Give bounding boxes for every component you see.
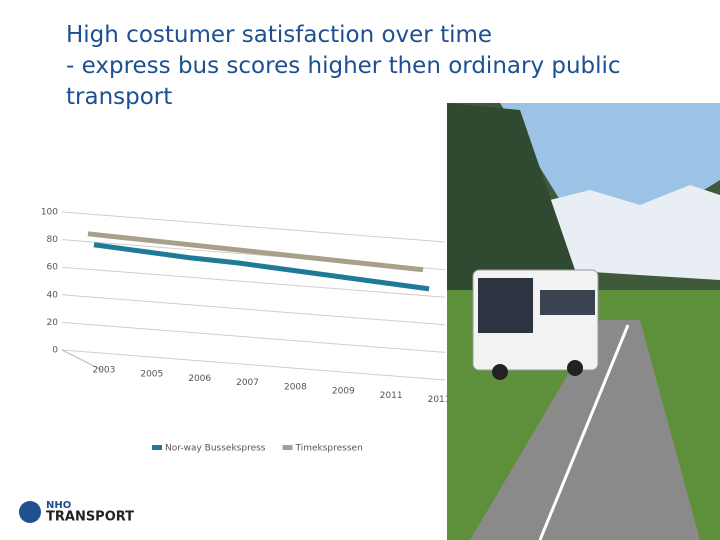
legend-swatch — [282, 445, 293, 450]
grid-line — [61, 266, 446, 298]
x-tick-label: 2009 — [332, 387, 355, 397]
grid-line — [61, 211, 446, 243]
x-tick-label: 2011 — [428, 395, 451, 405]
logo: NHO TRANSPORT — [19, 500, 134, 525]
y-tick-label: 80 — [47, 235, 59, 245]
x-tick-label: 2007 — [236, 378, 259, 388]
x-tick-label: 2006 — [188, 374, 211, 384]
logo-bottom: TRANSPORT — [46, 510, 134, 525]
y-tick-label: 40 — [47, 290, 59, 300]
x-tick-label: 2003 — [92, 365, 115, 375]
axis — [61, 349, 103, 371]
legend-label: Nor-way Bussekspress — [165, 444, 266, 454]
plot: 0 20 40 60 80 100 2003 2005 2006 2007 2008 2009 2011… — [41, 208, 451, 454]
series-line — [93, 242, 430, 292]
y-tick-label: 60 — [47, 263, 59, 273]
slide-title: High costumer satisfaction over time — [66, 22, 493, 48]
series-line — [87, 231, 424, 273]
heading: High costumer satisfaction over time - e… — [66, 20, 646, 113]
x-tick-label: 2005 — [140, 370, 163, 380]
y-tick-label: 0 — [52, 346, 58, 356]
legend-swatch — [152, 445, 162, 450]
grid-line — [61, 321, 446, 353]
y-tick-label: 100 — [41, 208, 58, 218]
slide-subtitle: - express bus scores higher then ordinar… — [66, 53, 621, 110]
photo — [447, 103, 720, 540]
logo-top: NHO — [46, 500, 71, 511]
grid-line — [61, 294, 446, 326]
x-tick-label: 2008 — [284, 382, 307, 392]
y-tick-label: 20 — [47, 318, 59, 328]
grid-line — [61, 349, 446, 381]
legend-label: Timekspressen — [295, 444, 363, 454]
x-tick-label: 2011 — [380, 391, 403, 401]
